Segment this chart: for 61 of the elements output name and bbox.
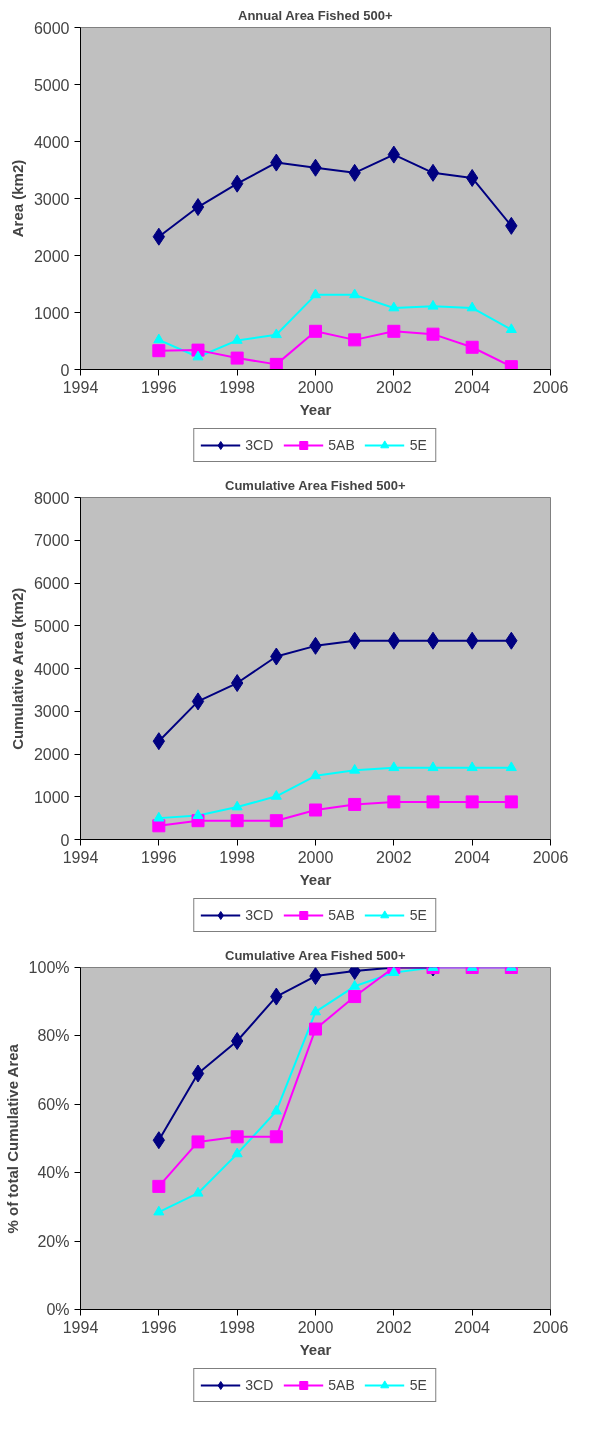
y-axis-title: % of total Cumulative Area [3,1043,21,1234]
legend-label: 5E [409,1377,428,1393]
legend-label: 5E [409,437,428,453]
y-tick-label: 1000 [33,788,70,806]
x-tick-label: 1998 [219,378,256,396]
chart-title: Cumulative Area Fished 500+ [225,947,406,963]
y-tick-label: 60% [37,1095,70,1113]
x-tick-label: 1994 [62,1318,99,1336]
y-tick-label: 6000 [33,575,70,592]
legend-label: 5AB [328,437,355,453]
x-tick-label: 1994 [62,378,99,396]
y-tick-label: 5000 [33,617,70,635]
legend-label: 5AB [328,907,355,923]
x-tick-label: 1996 [141,378,177,396]
y-axis-title: Cumulative Area (km2) [8,587,26,750]
y-tick-label: 20% [37,1232,70,1250]
x-tick-label: 1998 [219,1318,256,1336]
y-tick-label: 100% [28,959,70,976]
x-tick-label: 1996 [141,848,177,866]
legend-label: 3CD [245,907,274,923]
x-tick-label: 2006 [532,848,569,866]
y-tick-label: 0 [60,361,70,379]
y-tick-label: 5000 [33,76,70,94]
y-tick-label: 1000 [33,304,70,322]
y-tick-label: 2000 [33,746,70,763]
y-tick-label: 3000 [33,703,70,721]
y-tick-label: 2000 [33,247,70,265]
y-tick-label: 0% [46,1301,70,1318]
y-tick-label: 80% [37,1027,70,1045]
y-tick-label: 4000 [33,133,70,151]
y-tick-label: 7000 [33,532,70,550]
y-axis-title: Area (km2) [8,159,26,238]
chart-title: Annual Area Fished 500+ [238,7,393,23]
chart-title: Cumulative Area Fished 500+ [225,477,406,493]
y-tick-label: 4000 [33,660,70,678]
legend-label: 5AB [328,1377,355,1393]
x-tick-label: 2002 [376,1318,412,1336]
x-tick-label: 2000 [297,1318,334,1336]
x-tick-label: 2002 [376,378,412,396]
x-tick-label: 1994 [62,848,99,866]
x-tick-label: 1998 [219,848,256,866]
x-tick-label: 2006 [532,378,569,396]
x-axis-title: Year [299,1340,332,1358]
x-tick-label: 2002 [376,848,412,866]
x-axis-title: Year [299,870,332,888]
x-tick-label: 2004 [454,848,491,866]
y-tick-label: 3000 [33,190,70,208]
y-tick-label: 6000 [33,19,70,37]
x-tick-label: 1996 [141,1318,177,1336]
x-tick-label: 2000 [297,378,334,396]
legend-label: 3CD [245,437,274,453]
y-tick-label: 0 [60,831,70,849]
legend-label: 5E [409,907,428,923]
x-axis-title: Year [299,400,332,418]
x-tick-label: 2004 [454,1318,491,1336]
y-tick-label: 40% [37,1164,70,1182]
x-tick-label: 2004 [454,378,491,396]
legend-label: 3CD [245,1377,274,1393]
y-tick-label: 8000 [33,489,70,507]
x-tick-label: 2006 [532,1318,569,1336]
x-tick-label: 2000 [297,848,334,866]
